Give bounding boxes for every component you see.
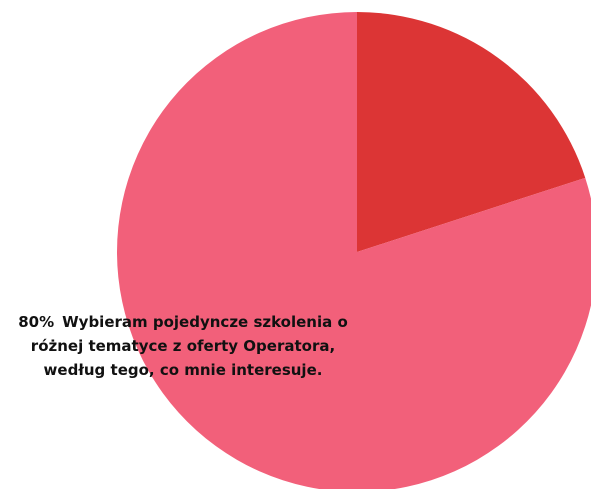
slice-value-label: 80% <box>18 313 55 331</box>
slice-label-box: 80% Wybieram pojedyncze szkolenia o różne… <box>0 310 366 382</box>
pie-slice <box>357 12 586 252</box>
slice-category-label: Wybieram pojedyncze szkolenia o różnej t… <box>30 313 348 379</box>
slice-label: 80% Wybieram pojedyncze szkolenia o różne… <box>0 310 366 382</box>
pie-slice <box>117 12 591 489</box>
